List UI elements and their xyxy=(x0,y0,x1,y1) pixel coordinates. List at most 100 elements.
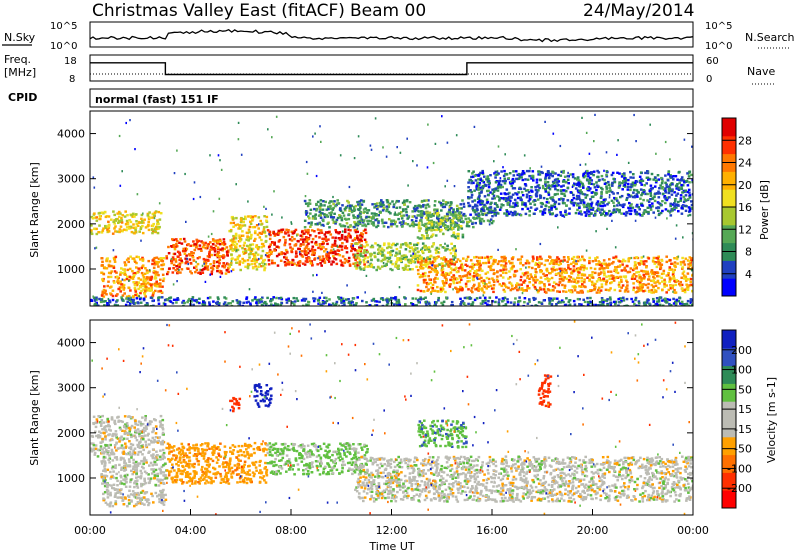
heatmap-cell xyxy=(555,207,558,211)
heatmap-cell xyxy=(162,257,166,260)
heatmap-cell xyxy=(223,247,226,251)
heatmap-cell xyxy=(359,268,363,271)
heatmap-cell xyxy=(344,228,347,231)
heatmap-cell xyxy=(369,245,373,249)
heatmap-cell xyxy=(390,220,393,223)
heatmap-cell xyxy=(494,181,498,184)
heatmap-cell xyxy=(135,283,139,287)
heatmap-cell xyxy=(643,289,647,292)
heatmap-cell xyxy=(517,300,520,303)
heatmap-cell xyxy=(555,268,559,271)
heatmap-cell xyxy=(613,211,616,214)
heatmap-cell xyxy=(492,262,495,265)
heatmap-cell xyxy=(133,215,136,218)
heatmap-cell xyxy=(452,274,455,277)
heatmap-cell xyxy=(479,203,482,206)
heatmap-cell xyxy=(657,206,661,209)
heatmap-cell xyxy=(234,232,238,236)
heatmap-cell xyxy=(509,282,513,285)
heatmap-cell xyxy=(637,289,641,293)
heatmap-cell xyxy=(590,191,594,194)
heatmap-cell xyxy=(569,290,572,294)
heatmap-cell xyxy=(508,281,511,284)
heatmap-cell xyxy=(559,189,563,192)
heatmap-cell xyxy=(645,176,649,179)
heatmap-cell xyxy=(664,191,668,194)
heatmap-cell xyxy=(649,208,653,211)
heatmap-cell xyxy=(622,212,626,215)
heatmap-cell xyxy=(628,195,632,198)
heatmap-cell xyxy=(430,224,434,227)
heatmap-cell xyxy=(499,274,503,277)
heatmap-cell xyxy=(661,280,664,283)
heatmap-cell xyxy=(410,302,413,305)
heatmap-cell xyxy=(650,269,654,272)
heatmap-cell xyxy=(545,268,548,272)
heatmap-cell xyxy=(397,200,400,203)
heatmap-cell xyxy=(504,179,507,183)
heatmap-cell xyxy=(520,288,523,291)
heatmap-cell xyxy=(248,256,251,259)
heatmap-cell xyxy=(369,252,372,256)
heatmap-cell xyxy=(502,304,506,306)
heatmap-cell xyxy=(651,187,654,190)
heatmap-cell xyxy=(567,280,571,283)
heatmap-cell xyxy=(153,282,157,285)
heatmap-cell xyxy=(473,275,476,278)
heatmap-cell xyxy=(293,237,296,241)
heatmap-cell xyxy=(304,250,308,253)
heatmap-cell xyxy=(444,249,447,252)
heatmap-cell xyxy=(532,283,535,287)
heatmap-cell xyxy=(639,202,643,206)
heatmap-cell xyxy=(193,299,196,302)
heatmap-cell xyxy=(148,276,152,279)
heatmap-cell xyxy=(371,245,375,249)
heatmap-cell xyxy=(427,199,430,202)
heatmap-cell xyxy=(538,281,541,285)
heatmap-cell xyxy=(465,274,469,277)
heatmap-cell xyxy=(260,254,263,258)
heatmap-cell xyxy=(261,261,264,264)
heatmap-cell xyxy=(363,263,366,266)
heatmap-cell xyxy=(479,264,482,267)
heatmap-cell xyxy=(381,298,385,302)
heatmap-cell xyxy=(116,212,119,215)
heatmap-cell xyxy=(239,220,243,224)
heatmap-cell xyxy=(339,224,343,228)
heatmap-cell xyxy=(644,260,647,263)
heatmap-cell xyxy=(295,264,299,267)
heatmap-cell xyxy=(459,203,463,206)
heatmap-cell xyxy=(630,297,633,301)
heatmap-cell xyxy=(277,253,281,256)
heatmap-cell xyxy=(476,201,480,204)
heatmap-cell xyxy=(103,285,106,288)
heatmap-cell xyxy=(654,192,657,195)
frequency-panel-frame xyxy=(89,54,694,82)
heatmap-cell xyxy=(290,235,294,239)
heatmap-cell xyxy=(552,266,555,269)
heatmap-cell xyxy=(525,259,529,262)
heatmap-cell xyxy=(674,198,677,201)
heatmap-cell xyxy=(511,193,515,196)
heatmap-cell xyxy=(627,178,630,182)
heatmap-cell xyxy=(645,272,648,276)
heatmap-cell xyxy=(304,229,307,232)
heatmap-cell xyxy=(359,234,362,237)
heatmap-cell xyxy=(353,264,357,268)
heatmap-cell xyxy=(157,210,161,214)
heatmap-cell xyxy=(632,273,636,276)
heatmap-cell xyxy=(639,259,643,263)
heatmap-cell xyxy=(472,209,475,212)
heatmap-cell xyxy=(250,259,254,263)
heatmap-cell xyxy=(494,259,497,262)
heatmap-cell xyxy=(590,195,594,199)
heatmap-cell xyxy=(456,209,459,213)
heatmap-cell xyxy=(338,254,342,257)
heatmap-cell xyxy=(510,284,514,287)
heatmap-cell xyxy=(641,284,644,287)
heatmap-cell xyxy=(472,181,475,185)
heatmap-cell xyxy=(428,304,432,306)
heatmap-cell xyxy=(661,185,664,189)
heatmap-cell xyxy=(108,300,112,304)
heatmap-cell xyxy=(107,224,111,227)
